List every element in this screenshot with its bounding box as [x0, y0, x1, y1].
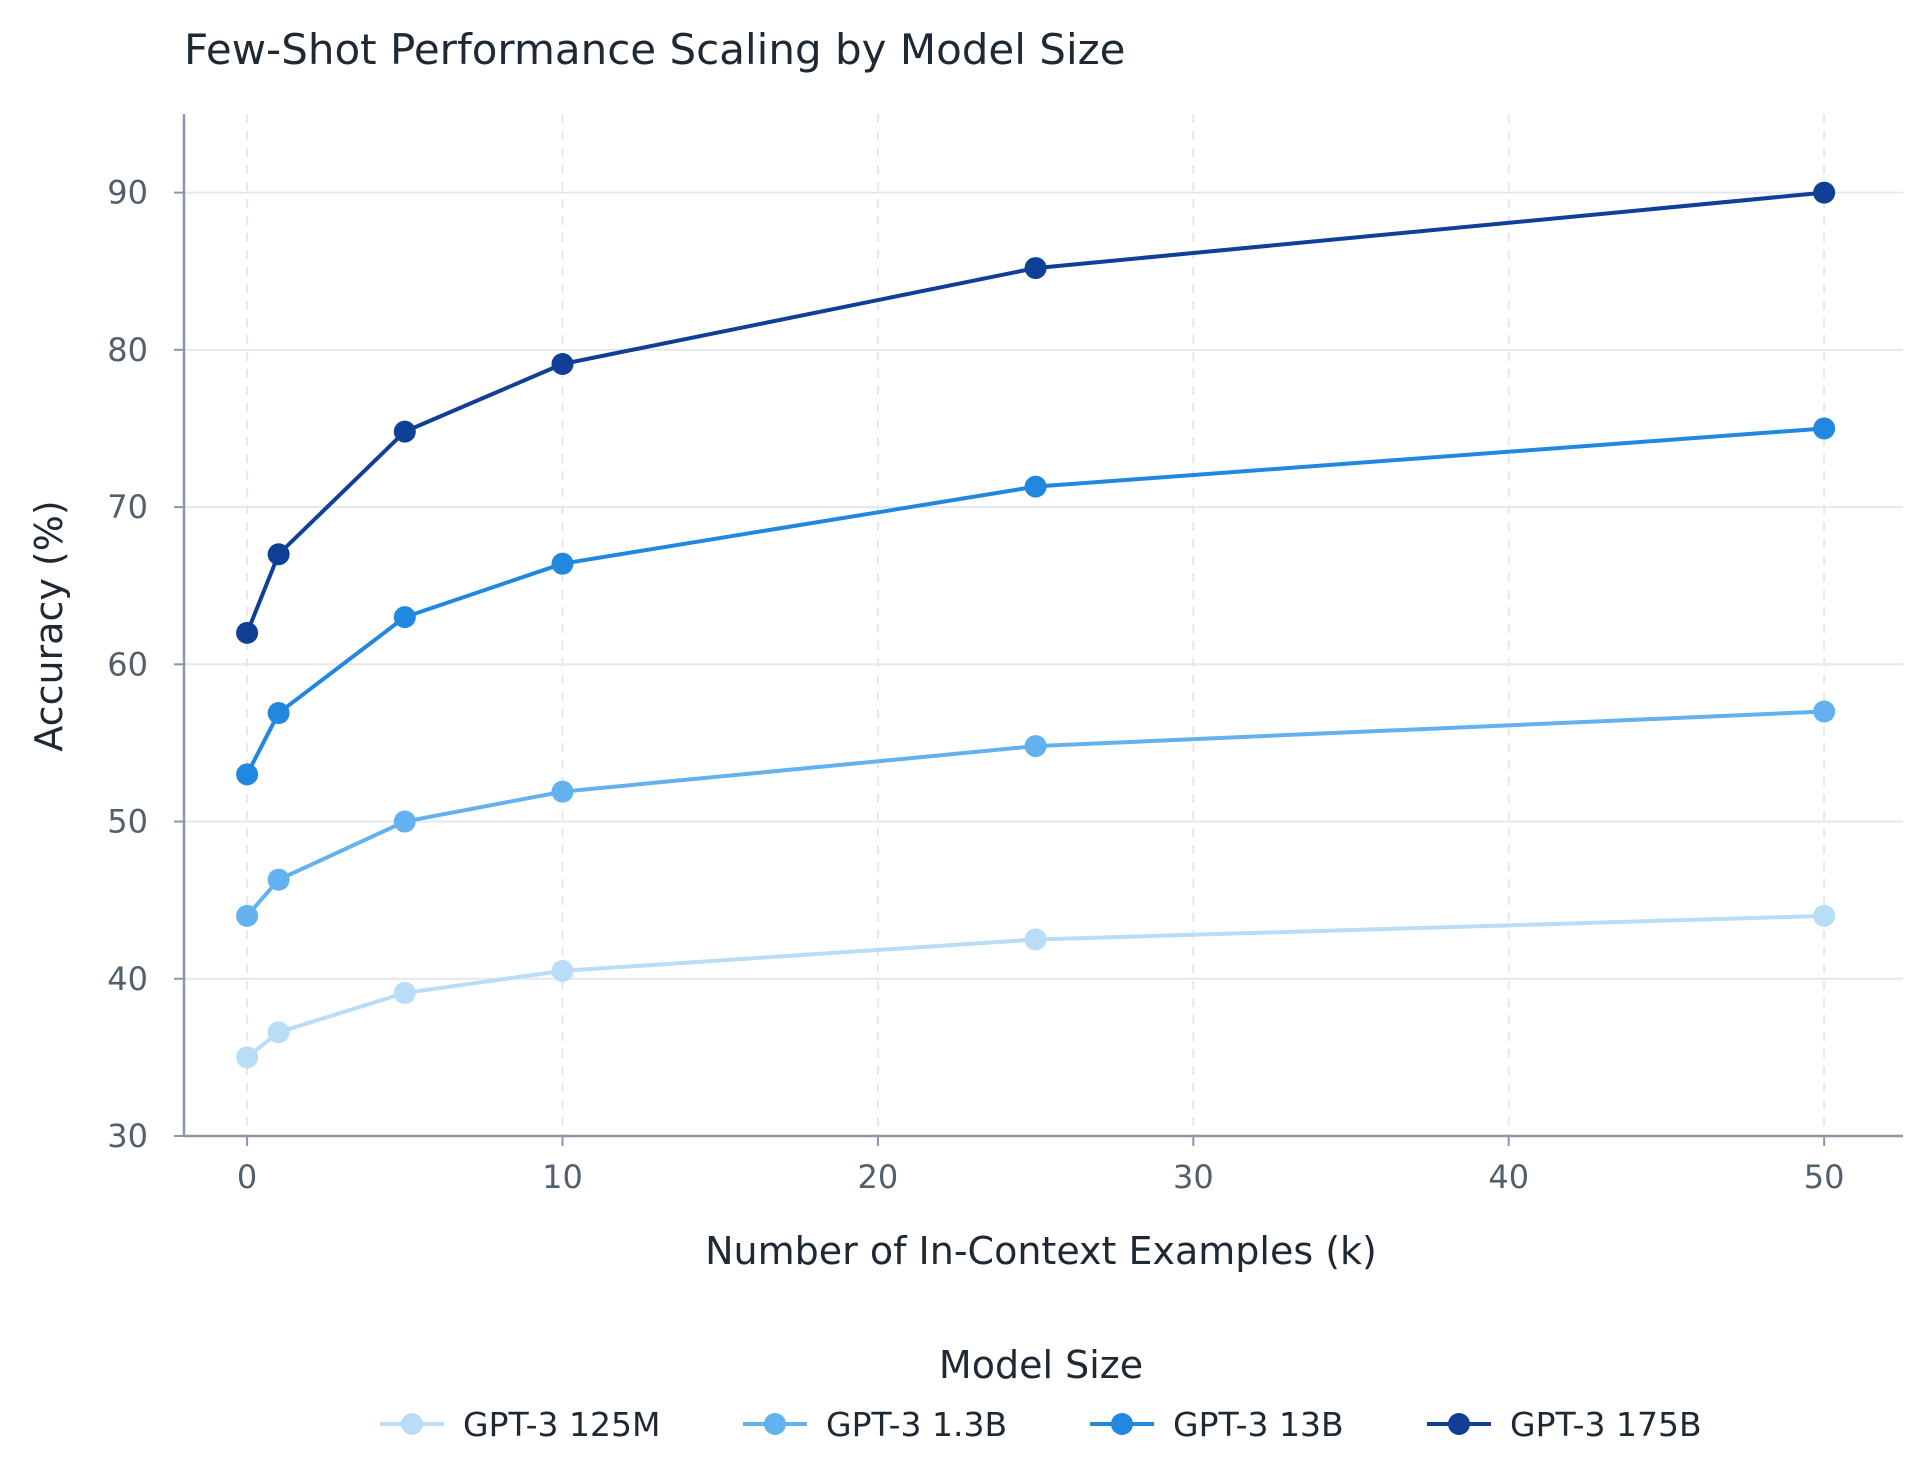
- data-point-0-5: [1813, 904, 1836, 927]
- y-tick-label-4: 70: [107, 488, 148, 526]
- legend-item-0: GPT-3 125M: [380, 1405, 660, 1444]
- series-2: [236, 417, 1836, 786]
- data-point-1-4: [1024, 735, 1047, 758]
- series-1: [236, 700, 1836, 927]
- data-point-2-1: [267, 702, 290, 725]
- x-tick-label-3: 30: [1173, 1158, 1214, 1196]
- data-point-0-2: [393, 981, 416, 1004]
- legend-item-2: GPT-3 13B: [1090, 1405, 1344, 1444]
- data-point-0-4: [1024, 928, 1047, 951]
- data-point-3-2: [393, 420, 416, 443]
- y-axis-label: Accuracy (%): [27, 500, 71, 751]
- legend-swatch-marker-0: [401, 1413, 423, 1435]
- legend-label-0: GPT-3 125M: [463, 1405, 660, 1444]
- data-point-3-0: [236, 621, 259, 644]
- series-line-3: [245, 190, 1827, 635]
- data-point-3-3: [551, 352, 574, 375]
- series-line-2: [245, 426, 1827, 777]
- tick-labels: 30 40 50 60 70 80 90 0 10 20 30 40 50: [107, 174, 1844, 1196]
- data-point-1-3: [551, 780, 574, 803]
- data-point-1-5: [1813, 700, 1836, 723]
- x-axis-label: Number of In-Context Examples (k): [705, 1229, 1377, 1273]
- chart-title: Few-Shot Performance Scaling by Model Si…: [184, 25, 1126, 74]
- axes: [174, 114, 1903, 1146]
- x-tick-label-4: 40: [1488, 1158, 1529, 1196]
- data-point-2-4: [1024, 475, 1047, 498]
- legend: GPT-3 125M GPT-3 1.3B GPT-3 13B GPT-3 175B: [380, 1405, 1702, 1444]
- data-point-1-2: [393, 810, 416, 833]
- data-point-3-4: [1024, 257, 1047, 280]
- data-point-3-1: [267, 543, 290, 566]
- y-tick-label-5: 80: [107, 331, 148, 369]
- x-tick-label-0: 0: [237, 1158, 257, 1196]
- data-point-3-5: [1813, 181, 1836, 204]
- data-point-1-1: [267, 868, 290, 891]
- x-tick-label-2: 20: [858, 1158, 899, 1196]
- data-point-2-0: [236, 763, 259, 786]
- data-point-0-1: [267, 1021, 290, 1044]
- y-tick-label-0: 30: [107, 1117, 148, 1155]
- legend-label-2: GPT-3 13B: [1173, 1405, 1344, 1444]
- legend-swatch-marker-2: [1111, 1413, 1133, 1435]
- grid-lines: [184, 114, 1903, 1136]
- y-tick-label-3: 60: [107, 645, 148, 683]
- legend-swatch-marker-3: [1448, 1413, 1470, 1435]
- data-point-2-2: [393, 606, 416, 629]
- legend-item-1: GPT-3 1.3B: [743, 1405, 1007, 1444]
- x-tick-label-5: 50: [1804, 1158, 1845, 1196]
- data-point-2-3: [551, 552, 574, 575]
- legend-swatch-marker-1: [764, 1413, 786, 1435]
- legend-label-1: GPT-3 1.3B: [826, 1405, 1007, 1444]
- data-point-2-5: [1813, 417, 1836, 440]
- data-point-0-3: [551, 959, 574, 982]
- legend-title: Model Size: [939, 1343, 1143, 1387]
- y-tick-label-1: 40: [107, 960, 148, 998]
- y-tick-label-6: 90: [107, 174, 148, 212]
- legend-item-3: GPT-3 175B: [1427, 1405, 1702, 1444]
- series-0: [236, 904, 1836, 1069]
- data-point-0-0: [236, 1046, 259, 1069]
- series-3: [236, 181, 1836, 644]
- legend-label-3: GPT-3 175B: [1510, 1405, 1702, 1444]
- series-lines: [236, 181, 1836, 1069]
- y-tick-label-2: 50: [107, 803, 148, 841]
- x-tick-label-1: 10: [542, 1158, 583, 1196]
- data-point-1-0: [236, 904, 259, 927]
